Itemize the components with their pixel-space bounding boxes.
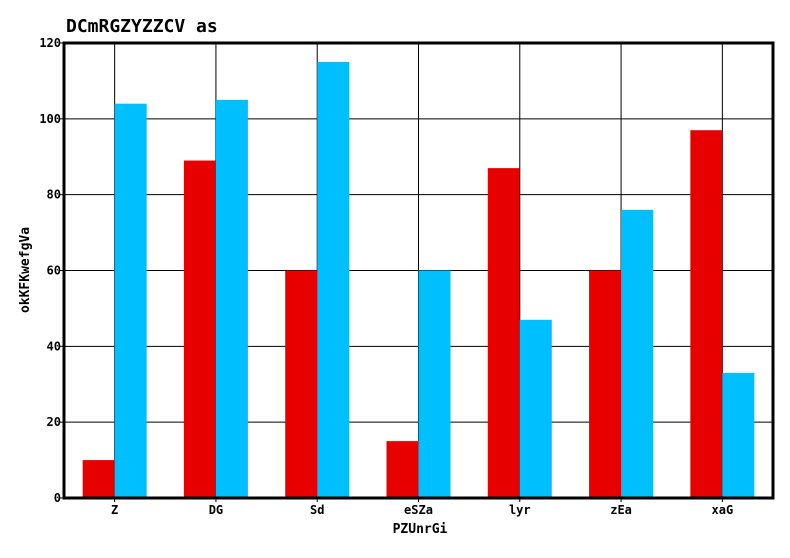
y-axis-label: okKFKwefgVa	[18, 227, 33, 313]
bar-series-1-xaG	[690, 130, 723, 499]
x-axis-ticks: Z DG Sd eSZa lyr zEa xaG	[111, 498, 733, 517]
x-tick-label: DG	[209, 503, 223, 517]
bar-series-1-DG	[183, 160, 216, 498]
bar-series-2-eSZa	[418, 270, 451, 498]
x-tick-label: xaG	[712, 503, 734, 517]
bar-series-2-zEa	[621, 209, 654, 499]
bars	[82, 61, 755, 499]
x-tick-label: lyr	[509, 503, 531, 517]
x-tick-label: Z	[111, 503, 118, 517]
bar-series-2-Z	[114, 103, 147, 499]
bar-series-2-Sd	[317, 61, 350, 498]
x-axis-label: PZUnrGi	[393, 522, 448, 537]
bar-series-1-Sd	[285, 270, 318, 498]
bar-series-2-lyr	[519, 319, 552, 498]
bar-series-2-DG	[215, 99, 248, 498]
bar-series-1-lyr	[487, 168, 520, 498]
y-tick-label: 0	[54, 491, 61, 505]
x-tick-label: zEa	[610, 503, 632, 517]
y-tick-label: 60	[47, 264, 61, 278]
bar-series-1-Z	[82, 460, 115, 498]
chart-title: DCmRGZYZZCV as	[66, 16, 218, 37]
y-tick-label: 40	[47, 339, 61, 353]
bar-series-1-zEa	[589, 270, 622, 498]
y-tick-label: 80	[47, 188, 61, 202]
x-tick-label: eSZa	[404, 503, 433, 517]
y-tick-label: 120	[39, 36, 61, 50]
x-tick-label: Sd	[310, 503, 324, 517]
y-axis-ticks: 0 20 40 60 80 100 120	[39, 36, 64, 505]
bar-series-1-eSZa	[386, 441, 419, 498]
y-tick-label: 20	[47, 415, 61, 429]
bar-series-2-xaG	[722, 372, 755, 498]
y-tick-label: 100	[39, 112, 61, 126]
